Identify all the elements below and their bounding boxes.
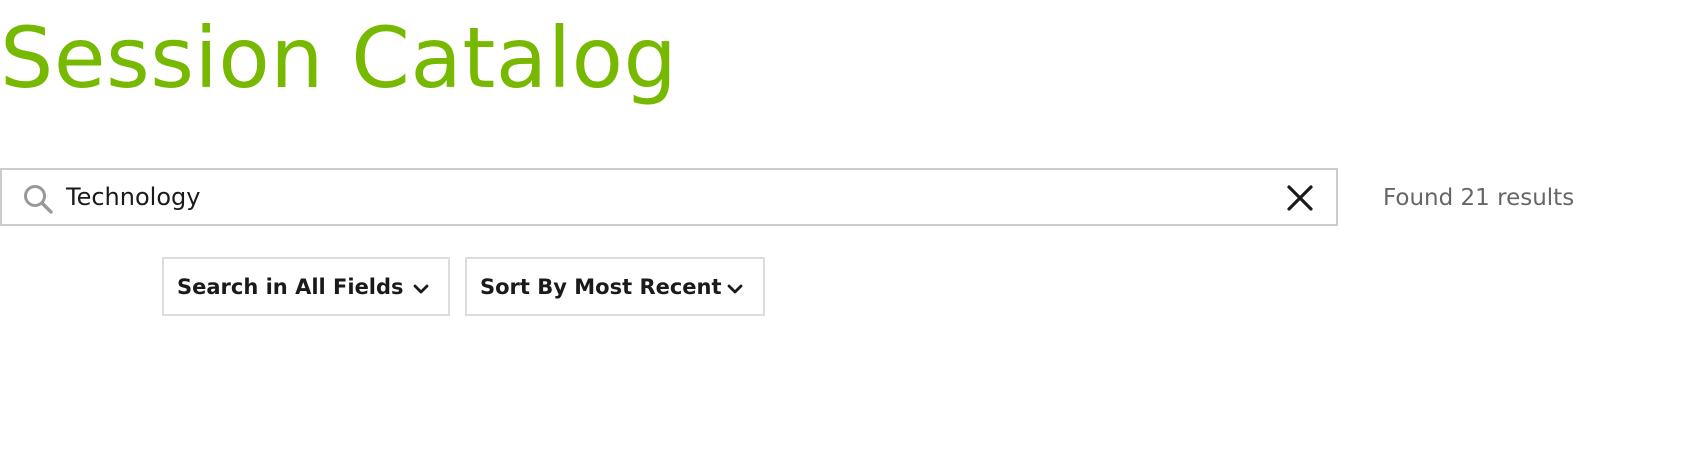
page-title: Session Catalog (0, 9, 678, 107)
sort-dropdown[interactable]: Sort By Most Recent (465, 257, 765, 316)
close-icon (1287, 185, 1313, 211)
chevron-down-icon (413, 280, 429, 294)
sort-dropdown-label: Sort By Most Recent (480, 275, 722, 299)
search-input[interactable] (66, 176, 1266, 218)
chevron-down-icon (727, 280, 743, 294)
search-bar (0, 168, 1338, 226)
clear-search-button[interactable] (1284, 182, 1316, 214)
result-count: Found 21 results (1383, 185, 1575, 211)
search-field-dropdown-label: Search in All Fields (177, 275, 404, 299)
search-field-dropdown[interactable]: Search in All Fields (162, 257, 450, 316)
search-icon (22, 183, 54, 215)
